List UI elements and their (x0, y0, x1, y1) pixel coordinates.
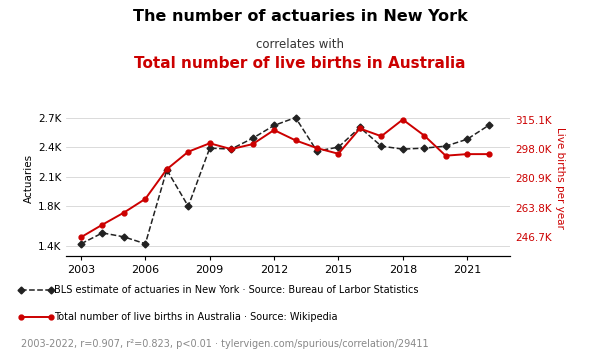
Text: BLS estimate of actuaries in New York · Source: Bureau of Larbor Statistics: BLS estimate of actuaries in New York · … (54, 285, 419, 295)
Text: The number of actuaries in New York: The number of actuaries in New York (133, 9, 467, 24)
Y-axis label: Live births per year: Live births per year (556, 127, 565, 229)
Y-axis label: Actuaries: Actuaries (23, 154, 34, 203)
Text: correlates with: correlates with (256, 38, 344, 51)
Text: 2003-2022, r=0.907, r²=0.823, p<0.01 · tylervigen.com/spurious/correlation/29411: 2003-2022, r=0.907, r²=0.823, p<0.01 · t… (21, 339, 428, 349)
Text: Total number of live births in Australia: Total number of live births in Australia (134, 56, 466, 71)
Text: Total number of live births in Australia · Source: Wikipedia: Total number of live births in Australia… (54, 312, 337, 322)
